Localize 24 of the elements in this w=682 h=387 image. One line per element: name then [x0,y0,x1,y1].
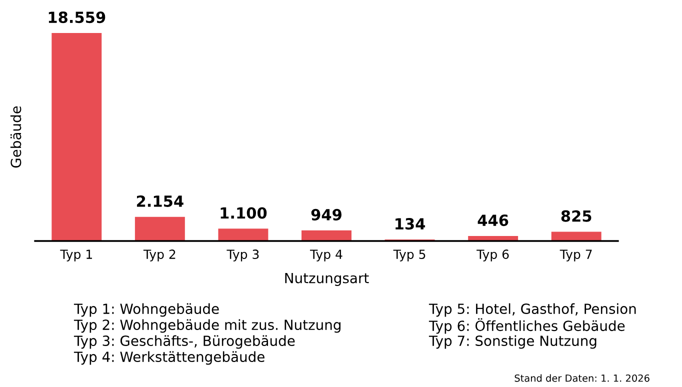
y-axis-title: Gebäude [10,106,22,168]
text: Typ 1: Wohngebäude [74,303,219,317]
text: Typ 7: Sonstige Nutzung [428,335,596,349]
x-tick-label: Typ 3 [226,250,259,262]
text: Typ 5: Hotel, Gasthof, Pension [428,303,636,317]
data-label: 825 [561,210,592,222]
text: Typ 2: Wohngebäude mit zus. Nutzung [74,319,340,333]
x-tick-label: Typ 7 [560,250,592,262]
x-tick-label: Typ 5 [393,250,426,262]
data-label: 949 [311,208,342,220]
x-tick-label: Typ 2 [143,250,176,262]
text: Typ 4: Werkstättengebäude [74,351,264,365]
data-label: 446 [478,214,508,226]
x-tick-label: Typ 6 [476,250,509,262]
x-tick-label: Typ 4 [310,250,342,262]
text: Typ 6: Öffentliches Gebäude [428,318,625,334]
text: Typ 3: Geschäfts-, Bürogebäude [74,335,295,349]
data-label: 18.559 [48,12,106,24]
x-tick-label: Typ 1 [60,250,92,262]
text: Stand der Daten: 1. 1. 2026 [514,374,650,382]
data-label: 134 [396,218,426,230]
data-label: 1.100 [220,207,267,219]
data-label: 2.154 [136,195,184,207]
x-axis-title: Nutzungsart [285,272,369,286]
